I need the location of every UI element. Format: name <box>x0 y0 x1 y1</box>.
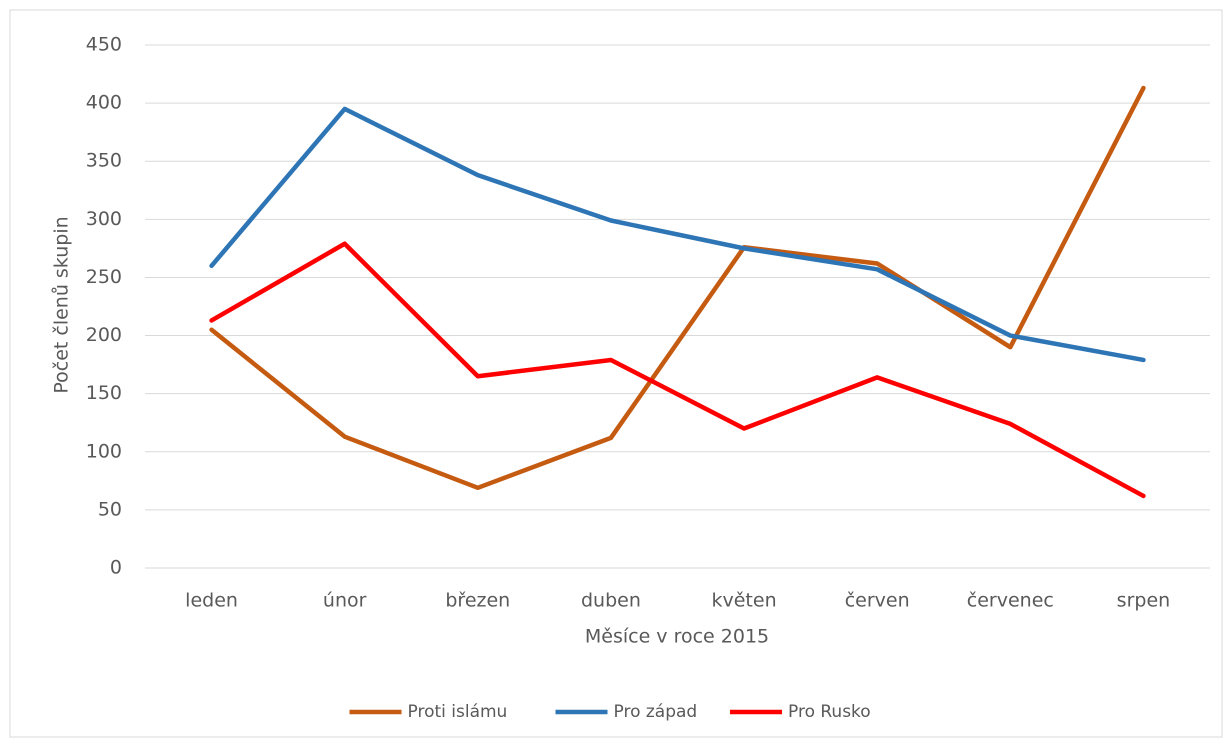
y-tick-label: 200 <box>86 324 122 346</box>
y-tick-label: 100 <box>86 440 122 462</box>
x-tick-label: červen <box>845 590 910 612</box>
x-tick-label: únor <box>323 590 367 612</box>
y-axis-label: Počet členů skupin <box>51 216 73 393</box>
x-tick-label: srpen <box>1117 590 1171 612</box>
series-line <box>209 106 1146 363</box>
x-tick-label: červenec <box>967 590 1054 612</box>
x-axis-label: Měsíce v roce 2015 <box>585 626 769 648</box>
legend-label: Pro západ <box>614 702 698 722</box>
x-tick-label: březen <box>445 590 510 612</box>
series-line <box>209 241 1146 499</box>
chart-frame <box>9 9 1223 738</box>
y-tick-label: 400 <box>86 92 122 114</box>
legend-label: Pro Rusko <box>788 702 871 722</box>
x-tick-label: leden <box>185 590 238 612</box>
x-tick-label: květen <box>712 590 777 612</box>
series-line <box>209 85 1146 491</box>
y-tick-label: 0 <box>110 557 122 579</box>
y-tick-label: 300 <box>86 208 122 230</box>
y-tick-label: 350 <box>86 150 122 172</box>
legend-label: Proti islámu <box>408 702 508 722</box>
x-tick-label: duben <box>581 590 641 612</box>
y-tick-label: 50 <box>98 498 122 520</box>
y-tick-label: 450 <box>86 34 122 56</box>
y-tick-label: 250 <box>86 266 122 288</box>
y-tick-label: 150 <box>86 382 122 404</box>
